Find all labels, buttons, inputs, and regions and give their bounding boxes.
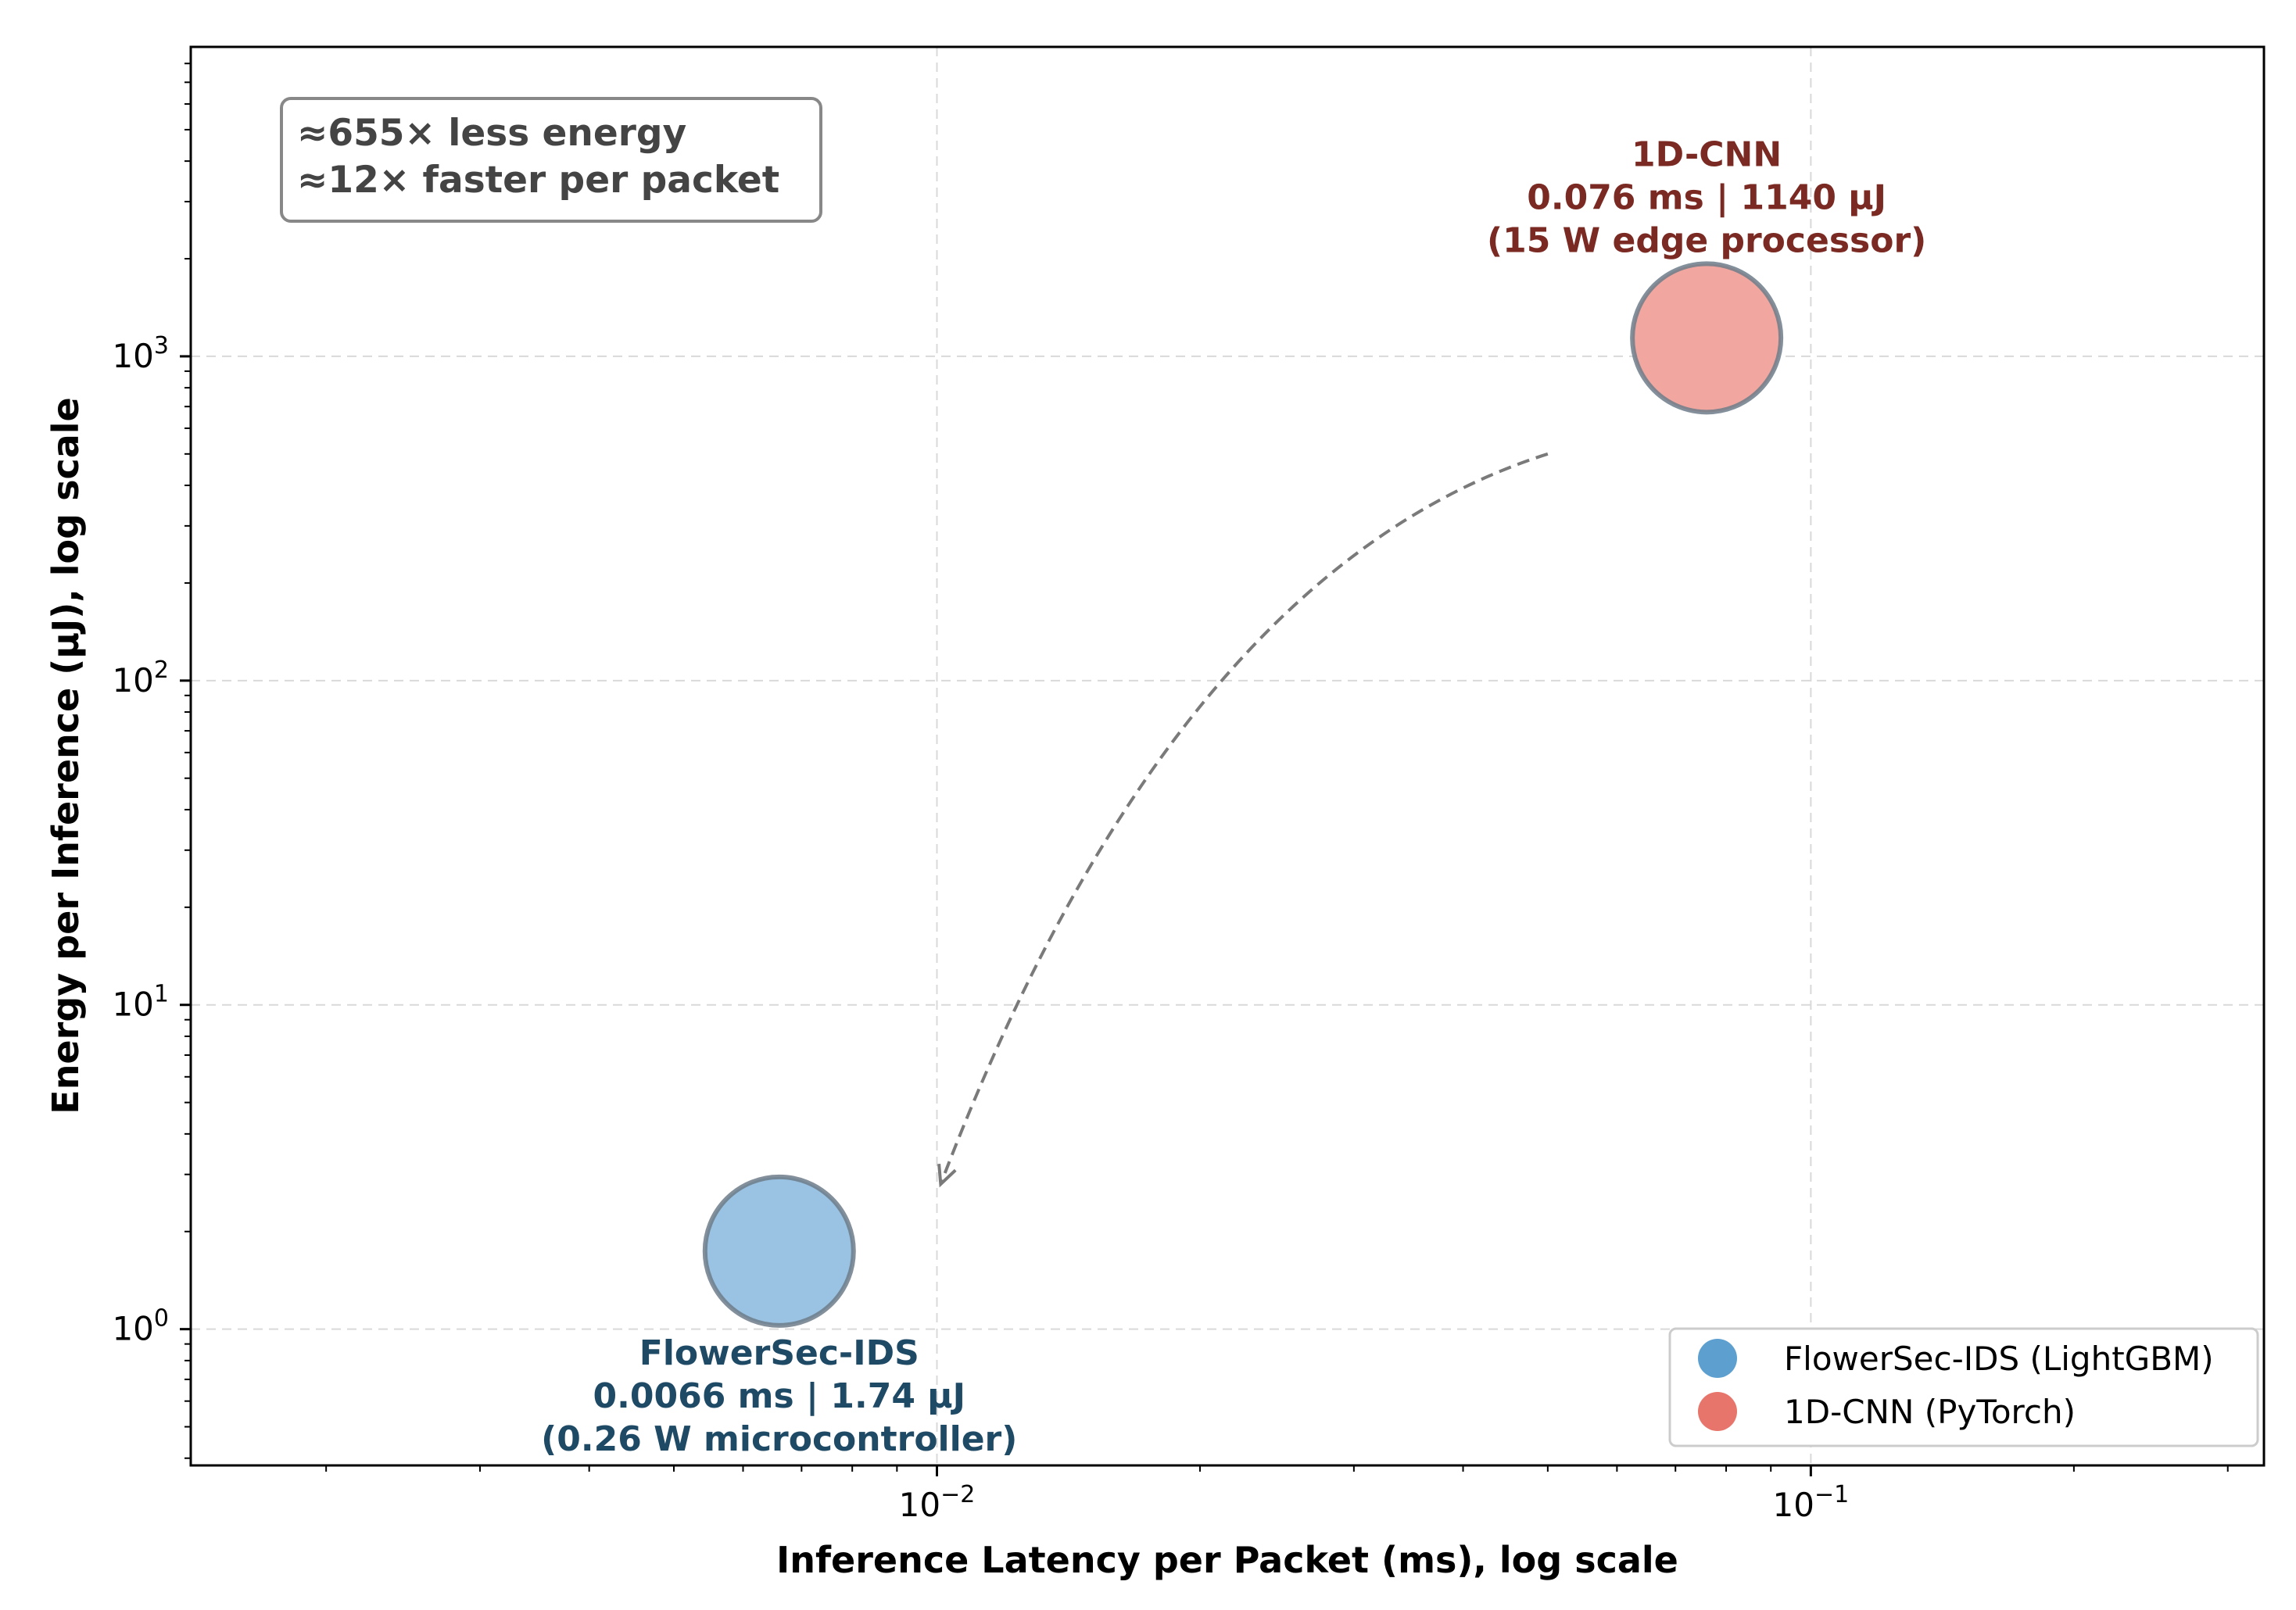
- legend-marker-flowersec: [1698, 1339, 1737, 1378]
- annotation-line: (15 W edge processor): [1487, 220, 1926, 260]
- legend-label-flowersec: FlowerSec-IDS (LightGBM): [1784, 1340, 2214, 1378]
- major-ticks: [180, 355, 1812, 1476]
- y-axis-label: Energy per Inference (μJ), log scale: [45, 397, 87, 1114]
- data-points: [702, 261, 1784, 1328]
- callout-line-2: ≈12× faster per packet: [297, 159, 779, 202]
- annotation-line: FlowerSec-IDS: [639, 1333, 919, 1373]
- minor-ticks: [184, 63, 2229, 1472]
- y-tick-label: 100: [112, 1305, 169, 1348]
- y-tick-label: 101: [112, 981, 169, 1024]
- legend-label-1d-cnn: 1D-CNN (PyTorch): [1784, 1393, 2076, 1431]
- y-tick-label: 103: [112, 332, 169, 375]
- tick-labels: 10−2 10−1 100 101 102 103: [112, 332, 1849, 1524]
- annotation-line: 0.076 ms | 1140 μJ: [1527, 177, 1886, 217]
- annotation-line: 0.0066 ms | 1.74 μJ: [593, 1376, 965, 1416]
- legend-marker-1d-cnn: [1698, 1392, 1737, 1431]
- x-tick-label: 10−2: [899, 1481, 976, 1524]
- callout-line-1: ≈655× less energy: [297, 112, 686, 155]
- y-tick-label: 102: [112, 657, 169, 699]
- x-tick-label: 10−1: [1773, 1481, 1850, 1524]
- callout-box: ≈655× less energy ≈12× faster per packet: [280, 97, 822, 223]
- annotation-line: 1D-CNN: [1632, 134, 1782, 174]
- legend: FlowerSec-IDS (LightGBM) 1D-CNN (PyTorch…: [1668, 1327, 2259, 1447]
- grid-lines: [191, 47, 2264, 1465]
- improvement-arrowhead: [937, 1164, 957, 1188]
- annotation-line: (0.26 W microcontroller): [541, 1419, 1017, 1459]
- improvement-arrow: [939, 452, 1549, 1185]
- plot-frame: [189, 45, 2266, 1467]
- point-1d-cnn: [1630, 261, 1784, 415]
- point-flowersec: [702, 1174, 856, 1328]
- x-axis-label: Inference Latency per Packet (ms), log s…: [776, 1539, 1678, 1581]
